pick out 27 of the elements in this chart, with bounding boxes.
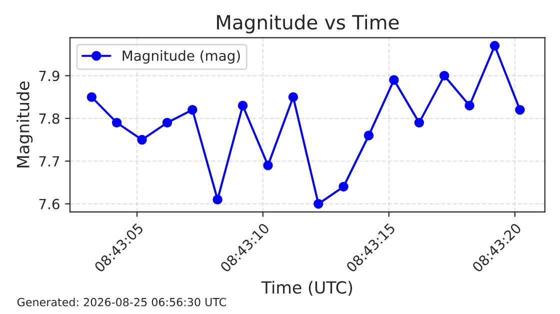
point: [414, 118, 424, 128]
point: [288, 92, 298, 102]
point: [364, 130, 374, 140]
point: [515, 105, 525, 115]
chart-title: Magnitude vs Time: [217, 14, 399, 34]
point: [314, 198, 324, 209]
point: [162, 118, 172, 128]
y-tick-label: 7.8: [39, 113, 60, 124]
point: [188, 105, 198, 115]
point: [112, 118, 122, 128]
y-tick-label: 7.9: [39, 70, 60, 82]
y-tick-label: 7.6: [39, 198, 60, 210]
point: [238, 100, 248, 110]
point: [212, 194, 222, 204]
y-axis-title: Magnitude: [16, 82, 33, 168]
legend-label: Magnitude (mag): [122, 50, 240, 64]
point: [86, 92, 97, 102]
point: [439, 70, 450, 81]
x-axis-title: Time (UTC): [261, 280, 352, 296]
text: Generated: 2026-08-25 06:56:30 UTC: [17, 298, 226, 306]
point: [263, 160, 273, 170]
point: [464, 100, 474, 110]
y-tick-label: 7.7: [39, 156, 60, 166]
point: [389, 75, 399, 85]
point: [490, 40, 500, 51]
point: [338, 182, 348, 192]
point: [137, 134, 147, 145]
